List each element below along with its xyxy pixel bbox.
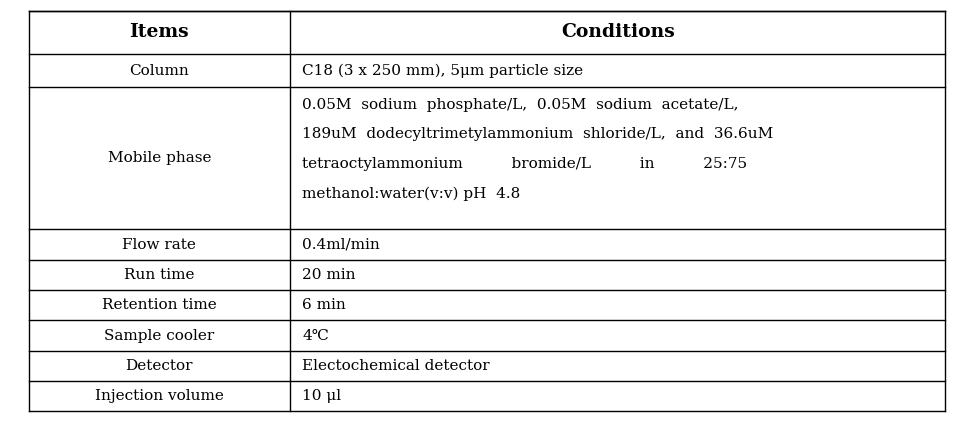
Text: 0.05M  sodium  phosphate/L,  0.05M  sodium  acetate/L,: 0.05M sodium phosphate/L, 0.05M sodium a…	[303, 97, 739, 112]
Text: Flow rate: Flow rate	[122, 238, 196, 252]
Text: 4℃: 4℃	[303, 329, 329, 343]
Text: Column: Column	[130, 64, 189, 78]
Text: tetraoctylammonium          bromide/L          in          25:75: tetraoctylammonium bromide/L in 25:75	[303, 157, 748, 171]
Text: 20 min: 20 min	[303, 268, 356, 282]
Text: C18 (3 x 250 mm), 5μm particle size: C18 (3 x 250 mm), 5μm particle size	[303, 63, 584, 78]
Text: 0.4ml/min: 0.4ml/min	[303, 238, 380, 252]
Text: methanol:water(v:v) pH  4.8: methanol:water(v:v) pH 4.8	[303, 187, 520, 201]
Text: 6 min: 6 min	[303, 298, 346, 312]
Text: Run time: Run time	[124, 268, 195, 282]
Text: Detector: Detector	[125, 359, 193, 373]
Text: Conditions: Conditions	[561, 23, 674, 41]
Text: Retention time: Retention time	[102, 298, 217, 312]
Text: Electochemical detector: Electochemical detector	[303, 359, 490, 373]
Text: Injection volume: Injection volume	[95, 389, 223, 403]
Text: Sample cooler: Sample cooler	[104, 329, 215, 343]
Text: 189uM  dodecyltrimetylammonium  shloride/L,  and  36.6uM: 189uM dodecyltrimetylammonium shloride/L…	[303, 127, 774, 141]
Text: Items: Items	[130, 23, 189, 41]
Text: 10 μl: 10 μl	[303, 389, 342, 403]
Text: Mobile phase: Mobile phase	[108, 151, 211, 165]
